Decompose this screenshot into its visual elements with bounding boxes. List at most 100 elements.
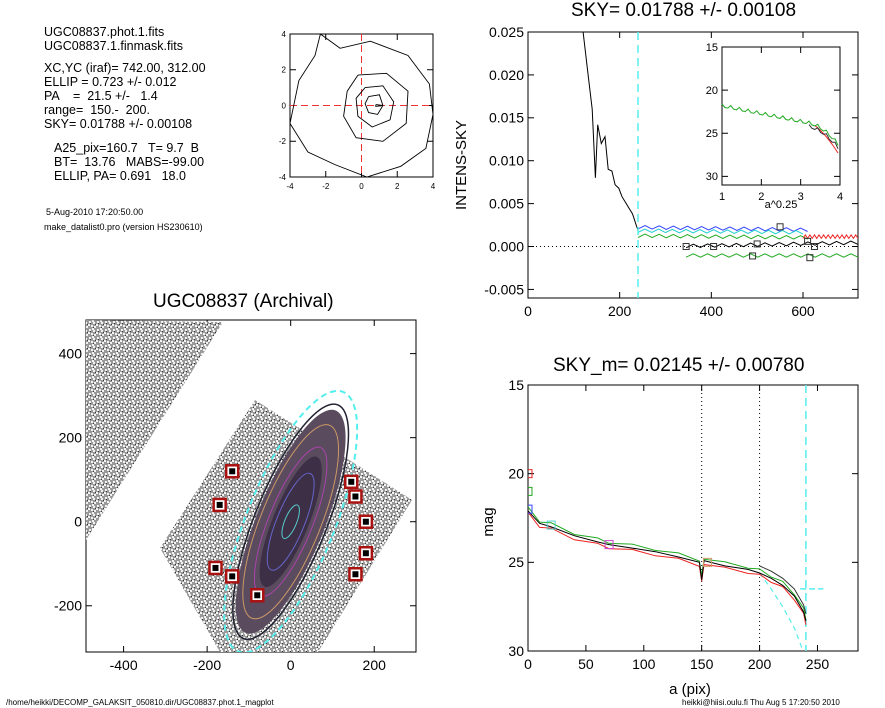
sky-segment-green2 <box>685 253 858 258</box>
image-mask-star <box>212 564 219 571</box>
sky-y-label: 0.005 <box>489 196 524 212</box>
mag-green-line <box>528 506 807 620</box>
sky-segment-green <box>637 233 808 240</box>
sky-y-label: -0.005 <box>484 281 524 297</box>
mag-marker-square <box>702 557 712 567</box>
sky-marker-square <box>682 243 690 251</box>
info-range: range= 150.- 200. <box>44 103 150 117</box>
sky-profile-line <box>582 32 639 231</box>
sky-marker-square <box>810 243 818 251</box>
contour-level-4 <box>364 94 384 115</box>
image-mask-star <box>229 468 236 475</box>
mag-y-label: 20 <box>508 466 524 482</box>
contour-x-label: 0 <box>359 182 364 191</box>
contour-level-3 <box>355 85 395 128</box>
image-mask-star <box>254 592 261 599</box>
sky-segment-cyan <box>637 228 804 235</box>
sky-y-label: 0.025 <box>489 24 524 40</box>
image-y-label: -200 <box>54 598 82 614</box>
inset-x-label: 3 <box>798 191 804 203</box>
magnitude-profile-panel: 0 50 100 150 200 250 15 20 25 30 a (pix) mag <box>480 377 859 698</box>
footer-path: /home/heikki/DECOMP_GALAKSIT_050810.dir/… <box>6 698 274 707</box>
inset-x-label: 2 <box>758 191 764 203</box>
mag-x-label: 100 <box>632 656 656 672</box>
info-sky: SKY= 0.01788 +/- 0.00108 <box>44 117 193 131</box>
mag-marker-square <box>528 486 533 496</box>
image-mask-star <box>362 518 369 525</box>
info-file-mask: UGC08837.1.finmask.fits <box>44 39 183 53</box>
galaxy-image-panel: -400 -200 0 200 400 200 0 -200 <box>54 319 417 673</box>
sky-x-label: 0 <box>524 303 532 319</box>
mag-cyan-dashed <box>759 572 804 651</box>
mag-y-label: 30 <box>508 643 524 659</box>
contour-y-label: 2 <box>282 66 287 75</box>
contour-level-5 <box>375 104 383 107</box>
mag-frame <box>527 384 859 652</box>
footer-stamp: heikki@hiisi.oulu.fi Thu Aug 5 17:20:50 … <box>682 698 840 707</box>
image-mask-star <box>362 550 369 557</box>
header-info: UGC08837.phot.1.fits UGC08837.1.finmask.… <box>44 25 206 183</box>
contour-x-label: -4 <box>286 182 294 191</box>
mag-x-label: 50 <box>578 656 594 672</box>
sky-y-label: 0.010 <box>489 153 524 169</box>
image-strip-upper <box>86 320 223 540</box>
sky-x-label: 200 <box>608 303 632 319</box>
image-mask-star <box>348 478 355 485</box>
image-title: UGC08837 (Archival) <box>153 291 334 312</box>
sky-frame <box>527 31 859 299</box>
image-y-label: 0 <box>74 514 82 530</box>
image-mask-star <box>216 501 223 508</box>
sky-segment-black <box>685 240 858 249</box>
inset-green-line <box>721 103 839 146</box>
sky-y-label: 0.020 <box>489 67 524 83</box>
inset-y-label: 15 <box>706 42 718 54</box>
sky-marker-square <box>804 237 812 245</box>
image-y-label: 400 <box>59 346 83 362</box>
inset-xlabel: a^0.25 <box>765 199 798 211</box>
contour-level-1 <box>289 33 434 178</box>
image-x-label: 200 <box>363 657 387 673</box>
mag-data <box>528 469 824 651</box>
mag-xlabel: a (pix) <box>669 681 711 698</box>
sky-segment-red <box>802 233 858 240</box>
image-mask-star <box>352 571 359 578</box>
inset-x-label: 1 <box>719 191 725 203</box>
contour-y-label: 4 <box>282 30 287 39</box>
contour-panel: -4 -2 0 2 4 4 2 0 -2 -4 <box>279 30 436 191</box>
contour-x-label: 2 <box>395 182 400 191</box>
info-ellip: ELLIP = 0.723 +/- 0.012 <box>44 75 177 89</box>
mag-black-line <box>528 510 807 622</box>
mag-marker-square <box>604 540 614 550</box>
info-ellip-pa: ELLIP, PA= 0.691 18.0 <box>54 169 186 183</box>
mag-plot-title: SKY_m= 0.02145 +/- 0.00780 <box>553 355 805 376</box>
sky-x-label: 400 <box>700 303 724 319</box>
image-x-label: -400 <box>110 657 138 673</box>
contour-x-label: -2 <box>322 182 330 191</box>
image-mask-star <box>352 493 359 500</box>
image-isophote-5 <box>281 504 300 540</box>
contour-y-label: -2 <box>279 137 287 146</box>
sky-marker-square <box>806 254 814 262</box>
info-version: make_datalist0.pro (version HS230610) <box>44 222 203 232</box>
sky-inset-panel: 1 2 3 4 15 20 25 30 a^0.25 <box>706 42 843 211</box>
inset-y-label: 25 <box>706 128 718 140</box>
contour-y-label: 0 <box>282 101 287 110</box>
mag-marker-square <box>546 520 556 530</box>
sky-y-label: 0.015 <box>489 110 524 126</box>
sky-data <box>582 32 858 262</box>
sky-marker-square <box>749 252 757 260</box>
mag-x-label: 0 <box>524 656 532 672</box>
mag-y-label: 15 <box>508 377 524 393</box>
contour-x-label: 4 <box>431 182 436 191</box>
mag-marker-square <box>528 504 533 514</box>
sky-y-label: 0.000 <box>489 238 524 254</box>
sky-marker-square <box>753 240 761 248</box>
contour-level-2 <box>343 72 409 142</box>
mag-x-label: 200 <box>748 656 772 672</box>
image-galaxy-core <box>259 456 322 587</box>
mag-y-label: 25 <box>508 554 524 570</box>
mag-marker-square <box>528 469 533 479</box>
image-outer-ellipse <box>223 389 359 652</box>
info-center: XC,YC (iraf)= 742.00, 312.00 <box>44 61 206 75</box>
image-isophote-4 <box>266 472 315 571</box>
